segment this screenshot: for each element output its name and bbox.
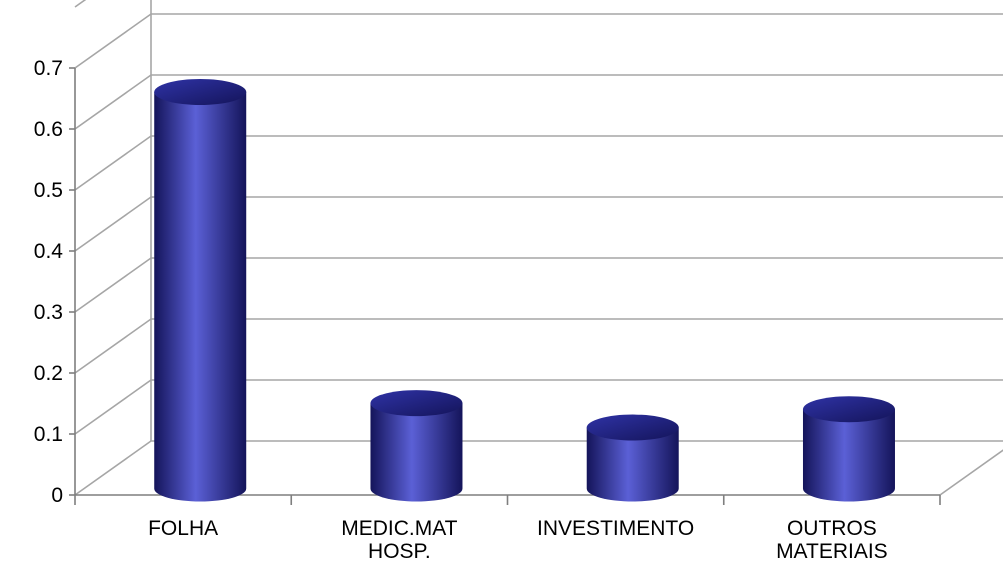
bar-body (586, 427, 679, 502)
y-tick-label: 0.1 (34, 423, 63, 446)
bar (154, 79, 247, 502)
y-tick-label: 0.6 (34, 118, 63, 141)
x-category-label-line: INVESTIMENTO (537, 517, 694, 540)
x-category-label: MEDIC.MAT HOSP. (341, 517, 457, 563)
y-tick-label: 0.3 (34, 301, 63, 324)
gridline (74, 0, 87, 8)
x-category-label-line: HOSP. (368, 540, 431, 563)
x-category-label-line: MEDIC.MAT (341, 517, 457, 540)
bar (586, 414, 679, 502)
bar (370, 390, 463, 502)
bar-top (370, 390, 463, 417)
gridline (74, 13, 1003, 69)
x-category-label-line: OUTROS (787, 517, 877, 540)
x-category-label: INVESTIMENTO (537, 517, 694, 540)
bar-body (154, 92, 247, 502)
bars (154, 79, 895, 502)
bar-top (802, 396, 895, 423)
bar-body (370, 403, 463, 502)
gridlines (74, 0, 1003, 496)
y-tick-label: 0.4 (34, 240, 64, 263)
y-tick-label: 0.7 (34, 57, 63, 80)
bar-body (802, 409, 895, 502)
y-tick-label: 0 (51, 484, 63, 507)
x-category-label-line: MATERIAIS (776, 540, 888, 563)
bar-top (586, 414, 679, 441)
x-category-label-line: FOLHA (148, 517, 218, 540)
y-tick-label: 0.5 (34, 179, 63, 202)
bar-top (154, 79, 247, 106)
x-category-label: FOLHA (148, 517, 218, 540)
x-axis-category-labels: FOLHA MEDIC.MAT HOSP. INVESTIMENTO OUTROS MAT… (148, 517, 888, 563)
x-category-label: OUTROS MATERIAIS (776, 517, 888, 563)
y-tick-label: 0.2 (34, 362, 63, 385)
y-axis-tick-labels: 0 0.1 0.2 0.3 0.4 0.5 0.6 0.7 (34, 57, 64, 507)
bar (802, 396, 895, 502)
floor-edge (939, 449, 1003, 496)
